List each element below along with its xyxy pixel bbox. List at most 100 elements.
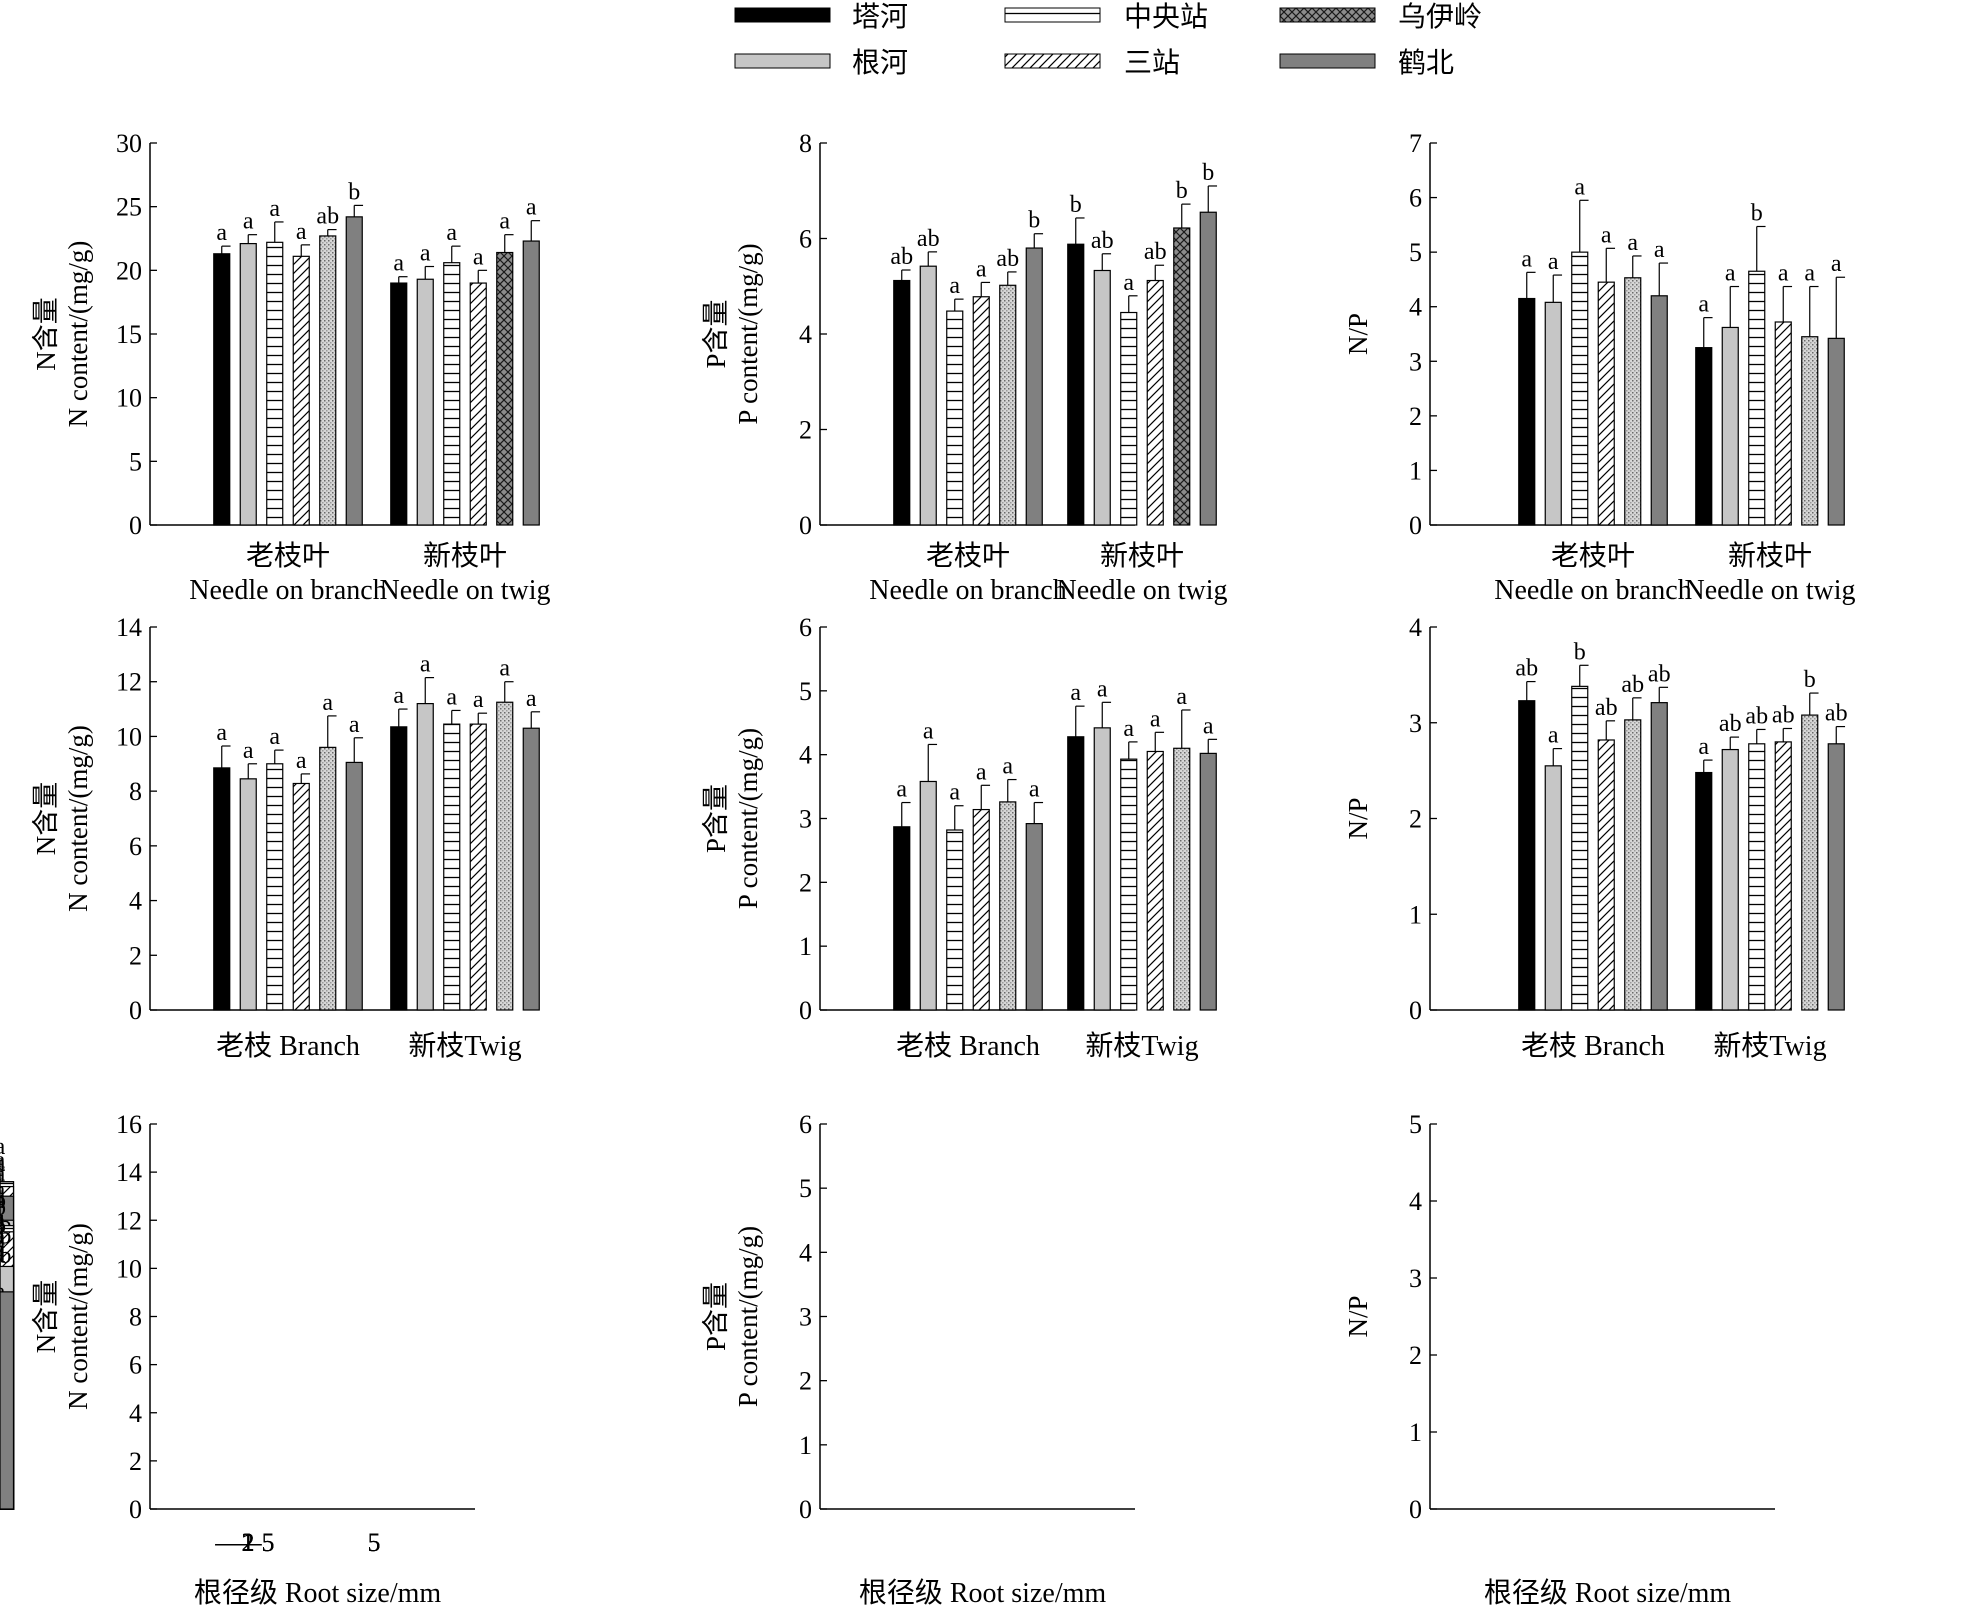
- legend-item: 根河: [734, 47, 908, 79]
- bar: [1571, 685, 1589, 1011]
- group-label-cn: 新枝叶: [1728, 540, 1812, 572]
- group-label-en: Needle on branch: [189, 575, 386, 606]
- significance-letter: a: [473, 244, 484, 270]
- bar: [1748, 270, 1766, 526]
- bar: [496, 701, 514, 1011]
- y-tick-label: 5: [1409, 238, 1422, 267]
- y-tick-label: 4: [1409, 293, 1422, 322]
- significance-letter: a: [1831, 251, 1842, 277]
- significance-letter: ab: [1621, 672, 1644, 698]
- y-tick-label: 2: [799, 1367, 812, 1396]
- y-axis-title-en: N/P: [1343, 1295, 1373, 1337]
- group-label-cn: 老枝叶: [1551, 540, 1635, 572]
- y-tick-label: 16: [116, 1110, 142, 1139]
- bar: [390, 726, 408, 1011]
- y-tick-label: 1: [1409, 1418, 1422, 1447]
- bar: [1518, 297, 1536, 526]
- y-tick-label: 6: [1409, 184, 1422, 213]
- y-tick-label: 5: [129, 447, 142, 476]
- legend: 塔河 根河 中央站 三站 乌伊岭 鹤北: [734, 1, 1482, 79]
- y-tick-label: 5: [799, 1174, 812, 1203]
- significance-letter: a: [1002, 754, 1013, 780]
- bar: [1721, 748, 1739, 1011]
- significance-letter: b: [348, 179, 360, 205]
- y-tick-label: 3: [799, 1303, 812, 1332]
- significance-letter: a: [216, 220, 227, 246]
- significance-letter: b: [1574, 639, 1586, 665]
- bar: [972, 808, 990, 1011]
- bar: [390, 282, 408, 526]
- legend-swatch: [1279, 7, 1376, 23]
- group-label-en: Needle on branch: [1494, 575, 1691, 606]
- group-label: 0—1: [215, 1528, 1967, 1557]
- bar: [522, 240, 540, 526]
- significance-letter: b: [1176, 178, 1188, 204]
- legend-item: 三站: [1004, 47, 1180, 79]
- significance-letter: a: [923, 718, 934, 744]
- bar: [1146, 279, 1164, 526]
- legend-item: 乌伊岭: [1279, 1, 1482, 33]
- bar: [893, 279, 911, 526]
- bar: [972, 296, 990, 526]
- bar: [1801, 336, 1819, 526]
- y-tick-label: 0: [799, 1495, 812, 1524]
- significance-letter: a: [1804, 261, 1815, 287]
- significance-letter: a: [0, 1134, 6, 1160]
- significance-letter: ab: [1595, 695, 1618, 721]
- y-tick-label: 4: [1409, 1187, 1422, 1216]
- bar: [1721, 326, 1739, 526]
- significance-letter: a: [1778, 261, 1789, 287]
- legend-label: 塔河: [852, 1, 908, 33]
- y-tick-label: 8: [129, 1303, 142, 1332]
- legend-swatch: [1279, 53, 1376, 69]
- bar: [469, 723, 487, 1011]
- bar: [919, 265, 937, 526]
- y-tick-label: 8: [799, 129, 812, 158]
- significance-letter: a: [526, 686, 537, 712]
- y-tick-label: 30: [116, 129, 142, 158]
- bar: [1801, 714, 1819, 1011]
- y-tick-label: 10: [116, 384, 142, 413]
- significance-letter: ab: [1144, 239, 1167, 265]
- bar: [1774, 741, 1792, 1011]
- y-axis-title-cn: N含量: [31, 297, 61, 371]
- significance-letter: ab: [1719, 711, 1742, 737]
- legend-swatch: [734, 53, 831, 69]
- y-tick-label: 14: [116, 613, 142, 642]
- y-tick-label: 2: [799, 868, 812, 897]
- significance-letter: a: [1627, 230, 1638, 256]
- legend-label: 鹤北: [1398, 47, 1454, 79]
- group-label-en: Needle on twig: [1684, 575, 1855, 606]
- significance-letter: ab: [0, 1243, 11, 1269]
- significance-letter: a: [0, 1224, 6, 1250]
- legend-label: 根河: [852, 47, 908, 79]
- significance-letter: a: [243, 738, 254, 764]
- significance-letter: b: [1028, 208, 1040, 234]
- bar: [1093, 727, 1111, 1011]
- significance-letter: a: [1698, 292, 1709, 318]
- legend-label: 乌伊岭: [1398, 1, 1482, 33]
- significance-letter: a: [499, 656, 510, 682]
- group-label: 老枝 Branch: [1521, 1030, 1665, 1062]
- y-tick-label: 6: [129, 832, 142, 861]
- significance-letter: a: [949, 273, 960, 299]
- y-tick-label: 4: [799, 1238, 812, 1267]
- significance-letter: a: [0, 1188, 6, 1214]
- group-label: 2—5: [235, 1528, 1967, 1557]
- significance-letter: a: [1070, 680, 1081, 706]
- group-label: 老枝 Branch: [896, 1030, 1040, 1062]
- bar: [496, 251, 514, 526]
- y-tick-label: 1: [799, 932, 812, 961]
- y-tick-label: 4: [799, 320, 812, 349]
- significance-letter: a: [1176, 684, 1187, 710]
- bar: [213, 767, 231, 1011]
- bar: [1544, 301, 1562, 526]
- significance-letter: a: [0, 1150, 6, 1176]
- y-tick-label: 7: [1409, 129, 1422, 158]
- bar: [919, 780, 937, 1011]
- significance-letter: a: [976, 256, 987, 282]
